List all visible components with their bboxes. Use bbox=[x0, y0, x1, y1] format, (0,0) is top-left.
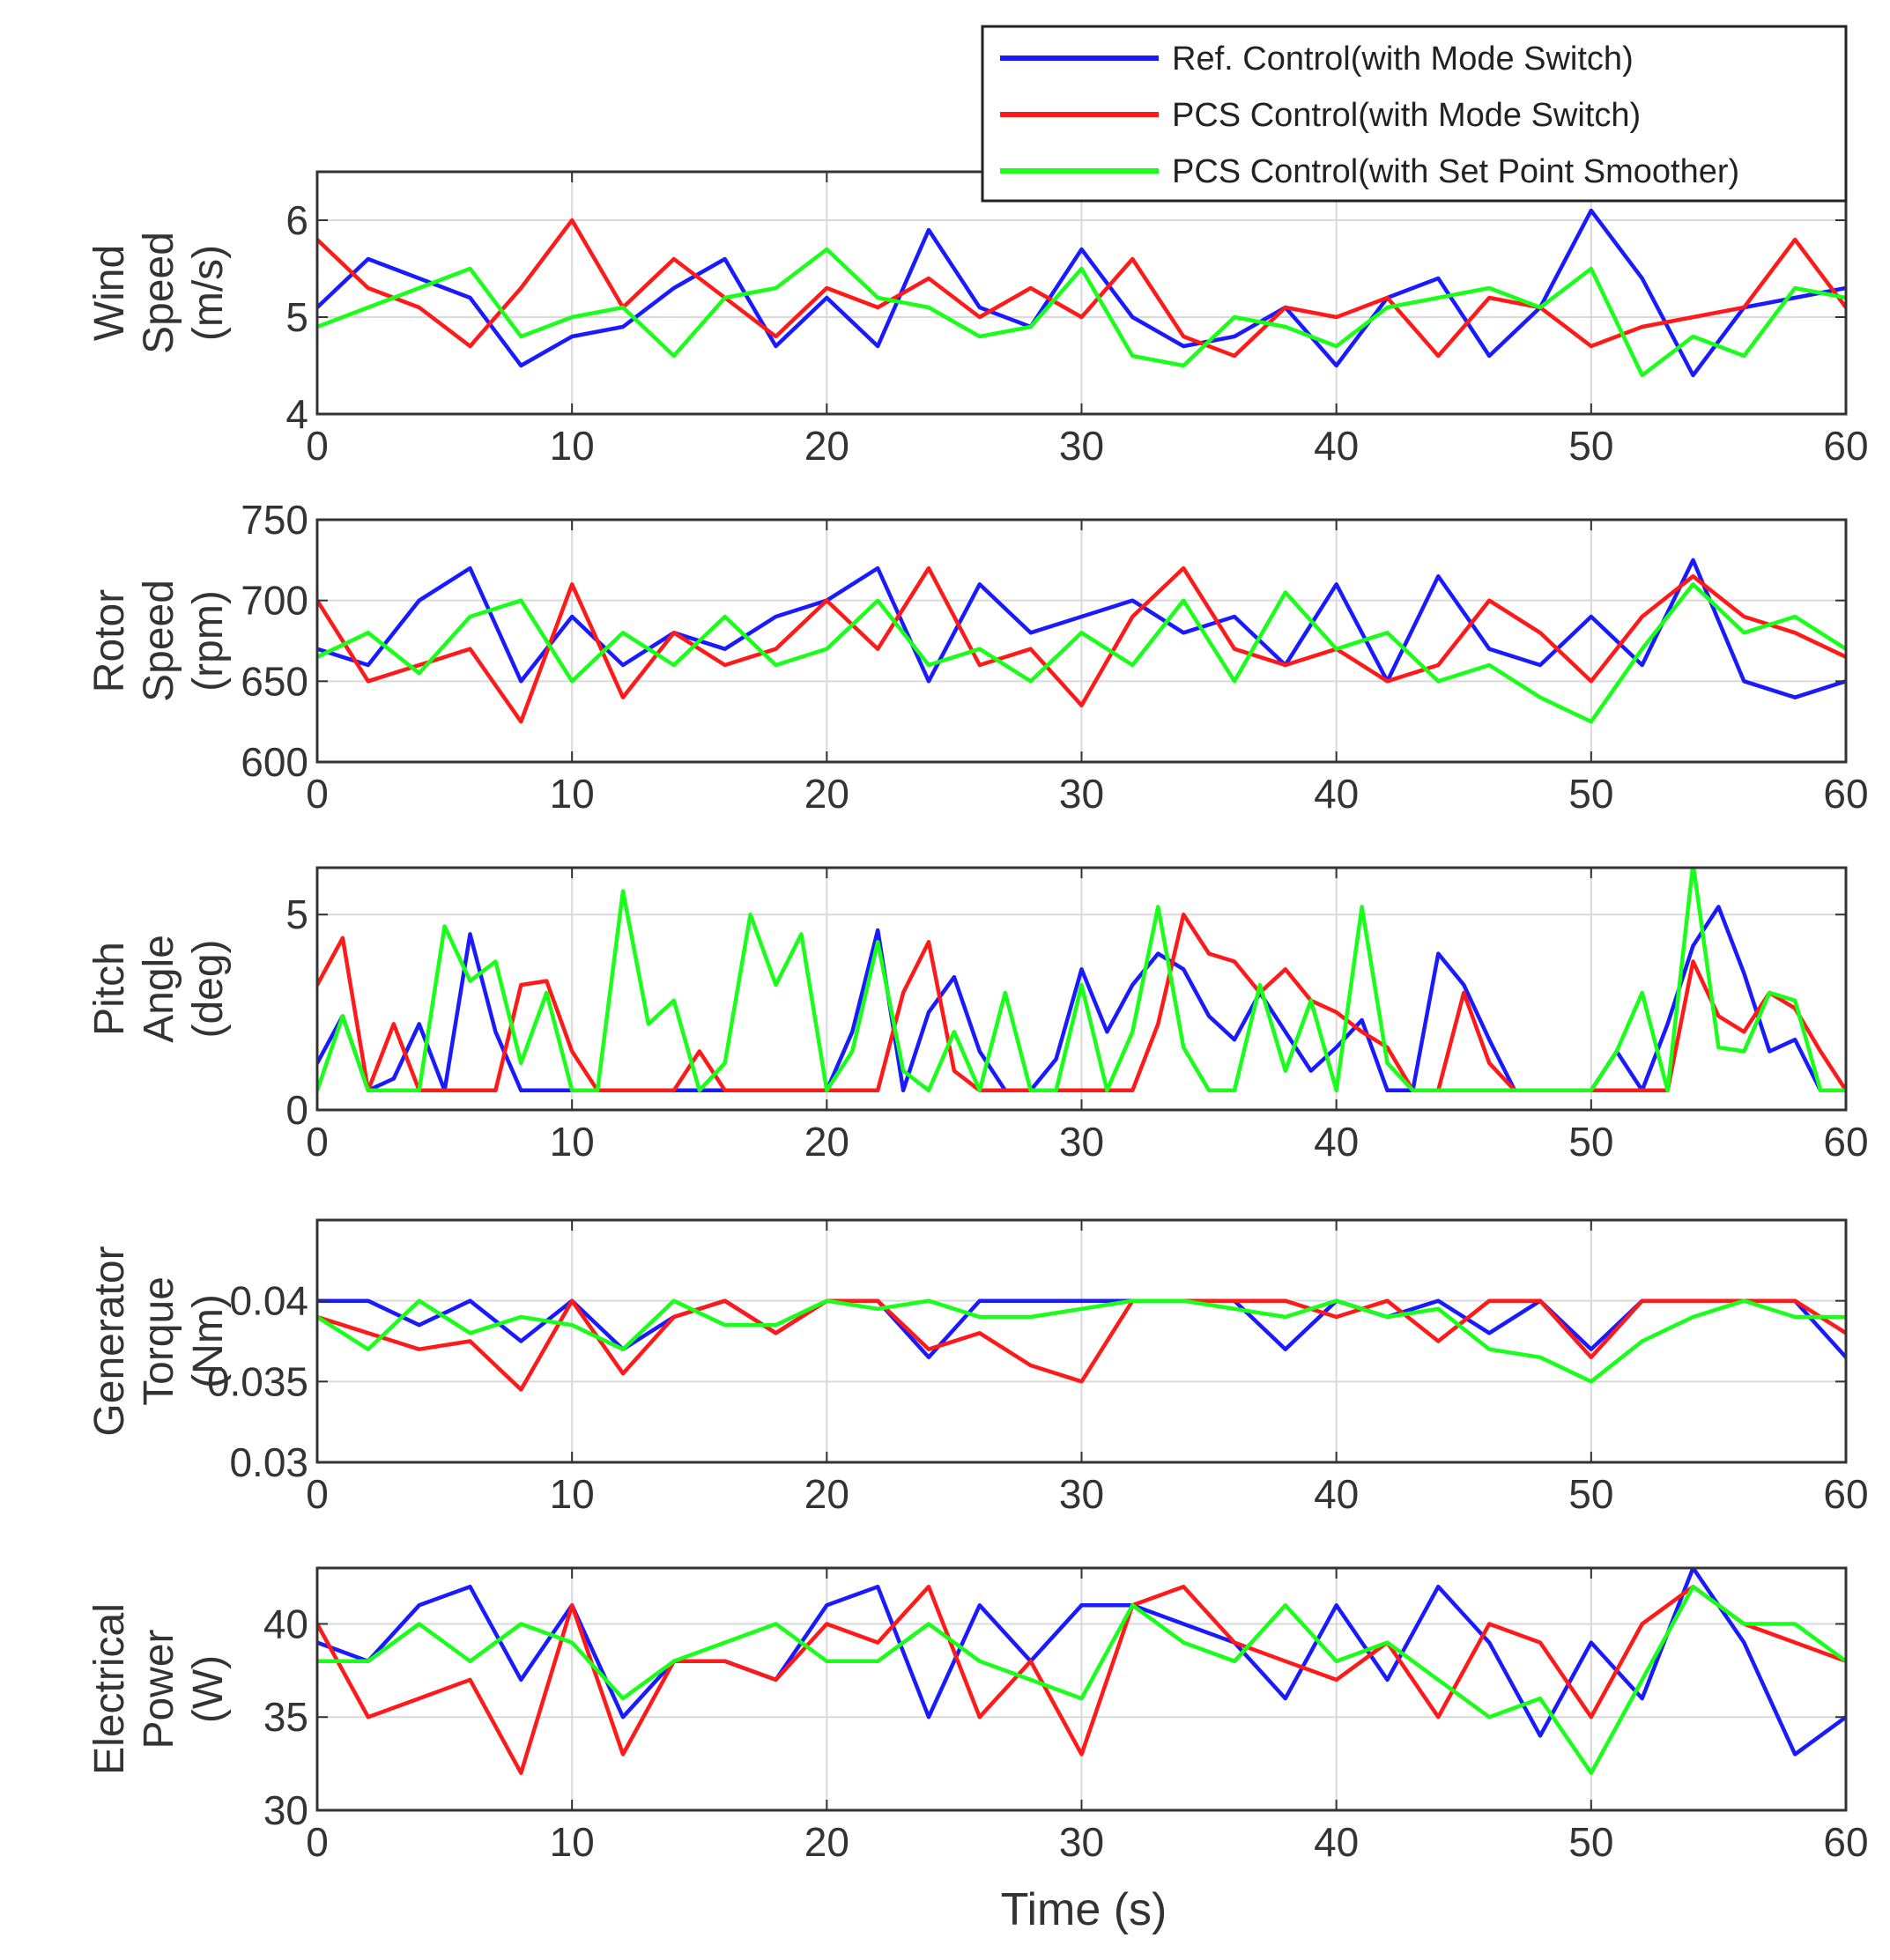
series-line-pcs-smooth bbox=[317, 1584, 1846, 1775]
series-line-pcs-smooth bbox=[317, 247, 1846, 378]
x-tick-label: 30 bbox=[1059, 771, 1104, 817]
y-tick-label: 0 bbox=[285, 1087, 308, 1133]
y-axis-label-line: Angle bbox=[136, 935, 182, 1043]
y-axis-label-line: (Nm) bbox=[185, 1294, 232, 1388]
y-axis-label-line: Speed bbox=[136, 232, 182, 354]
panel-5: 0 10 20 30 40 50 60 30 35 40 ElectricalPower(W) bbox=[86, 1566, 1869, 1865]
y-axis-label: ElectricalPower(W) bbox=[86, 1603, 232, 1775]
y-axis-label-line: Pitch bbox=[86, 942, 133, 1036]
legend-label-pcs-smoother: PCS Control(with Set Point Smoother) bbox=[1172, 153, 1739, 190]
panel-3: 0 10 20 30 40 50 60 0 5 PitchAngle(deg) bbox=[86, 866, 1869, 1165]
x-tick-label: 40 bbox=[1314, 1471, 1359, 1517]
y-axis-label: GeneratorTorque(Nm) bbox=[86, 1246, 232, 1436]
series-line-pcs-mode bbox=[317, 218, 1846, 359]
x-tick-label: 30 bbox=[1059, 1471, 1104, 1517]
x-tick-label: 40 bbox=[1314, 771, 1359, 817]
y-tick-label: 5 bbox=[285, 891, 308, 937]
x-tick-label: 40 bbox=[1314, 1119, 1359, 1165]
x-tick-label: 10 bbox=[550, 1471, 595, 1517]
series-line-ref bbox=[317, 558, 1846, 699]
x-axis-label: Time (s) bbox=[1001, 1884, 1167, 1935]
series-line-pcs-mode bbox=[317, 1584, 1846, 1775]
y-tick-label: 700 bbox=[241, 578, 308, 624]
y-axis-label-line: (m/s) bbox=[185, 245, 232, 341]
series-line-pcs-smooth bbox=[317, 582, 1846, 724]
x-tick-label: 50 bbox=[1568, 1819, 1613, 1865]
series-line-pcs-smooth bbox=[317, 1298, 1846, 1384]
x-tick-label: 0 bbox=[306, 771, 329, 817]
x-tick-label: 40 bbox=[1314, 423, 1359, 469]
x-tick-label: 0 bbox=[306, 1819, 329, 1865]
x-tick-label: 10 bbox=[550, 423, 595, 469]
series-line-pcs-smooth bbox=[317, 868, 1846, 1093]
panel-4: 0 10 20 30 40 50 600.030.0350.04GeneratorTorqu… bbox=[86, 1218, 1869, 1517]
x-tick-label: 20 bbox=[804, 1471, 849, 1517]
y-tick-label: 0.035 bbox=[207, 1358, 308, 1404]
x-tick-label: 10 bbox=[550, 1119, 595, 1165]
y-tick-label: 4 bbox=[285, 391, 308, 437]
legend-label-ref: Ref. Control(with Mode Switch) bbox=[1172, 41, 1634, 78]
y-axis-label-line: Wind bbox=[86, 245, 133, 341]
y-tick-label: 750 bbox=[241, 497, 308, 543]
x-tick-label: 50 bbox=[1568, 1471, 1613, 1517]
y-axis-label-line: (W) bbox=[185, 1655, 232, 1723]
x-tick-label: 40 bbox=[1314, 1819, 1359, 1865]
y-axis-label-line: Power bbox=[136, 1629, 182, 1749]
y-axis-label: PitchAngle(deg) bbox=[86, 935, 232, 1043]
y-tick-label: 0.03 bbox=[229, 1439, 308, 1485]
legend-label-pcs-mode: PCS Control(with Mode Switch) bbox=[1172, 97, 1641, 134]
x-tick-label: 60 bbox=[1823, 423, 1868, 469]
x-tick-label: 10 bbox=[550, 1819, 595, 1865]
y-axis-label-line: Electrical bbox=[86, 1603, 133, 1775]
x-tick-label: 0 bbox=[306, 423, 329, 469]
x-tick-label: 60 bbox=[1823, 1119, 1868, 1165]
series-line-pcs-mode bbox=[317, 1298, 1846, 1392]
panel-1: 0 10 20 30 40 50 60 4 5 6 WindSpeed(m/s) bbox=[86, 170, 1869, 469]
y-tick-label: 40 bbox=[263, 1601, 308, 1646]
y-axis-label-line: Speed bbox=[136, 580, 182, 702]
x-tick-label: 50 bbox=[1568, 423, 1613, 469]
x-tick-label: 60 bbox=[1823, 1471, 1868, 1517]
y-tick-label: 5 bbox=[285, 294, 308, 340]
y-axis-label-line: (deg) bbox=[185, 939, 232, 1038]
y-tick-label: 35 bbox=[263, 1694, 308, 1740]
x-tick-label: 20 bbox=[804, 423, 849, 469]
y-axis-label-line: Generator bbox=[86, 1246, 133, 1436]
x-tick-label: 20 bbox=[804, 771, 849, 817]
series-line-ref bbox=[317, 208, 1846, 378]
x-tick-label: 0 bbox=[306, 1471, 329, 1517]
x-tick-label: 60 bbox=[1823, 1819, 1868, 1865]
x-tick-label: 20 bbox=[804, 1819, 849, 1865]
y-axis-label-line: Torque bbox=[136, 1276, 182, 1406]
y-axis-label: WindSpeed(m/s) bbox=[86, 232, 232, 354]
x-tick-label: 30 bbox=[1059, 1819, 1104, 1865]
x-tick-label: 50 bbox=[1568, 1119, 1613, 1165]
series-line-pcs-mode bbox=[317, 566, 1846, 724]
y-axis-label: RotorSpeed(rpm) bbox=[86, 580, 232, 702]
x-tick-label: 0 bbox=[306, 1119, 329, 1165]
y-tick-label: 6 bbox=[285, 197, 308, 243]
y-tick-label: 30 bbox=[263, 1787, 308, 1833]
x-tick-label: 20 bbox=[804, 1119, 849, 1165]
x-tick-label: 30 bbox=[1059, 1119, 1104, 1165]
y-tick-label: 600 bbox=[241, 739, 308, 785]
y-tick-label: 650 bbox=[241, 658, 308, 704]
x-tick-label: 50 bbox=[1568, 771, 1613, 817]
legend: Ref. Control(with Mode Switch) PCS Contr… bbox=[981, 25, 1848, 203]
y-axis-label-line: (rpm) bbox=[185, 590, 232, 692]
x-tick-label: 60 bbox=[1823, 771, 1868, 817]
x-tick-label: 10 bbox=[550, 771, 595, 817]
y-tick-label: 0.04 bbox=[229, 1278, 308, 1324]
x-tick-label: 30 bbox=[1059, 423, 1104, 469]
y-axis-label-line: Rotor bbox=[86, 589, 133, 692]
